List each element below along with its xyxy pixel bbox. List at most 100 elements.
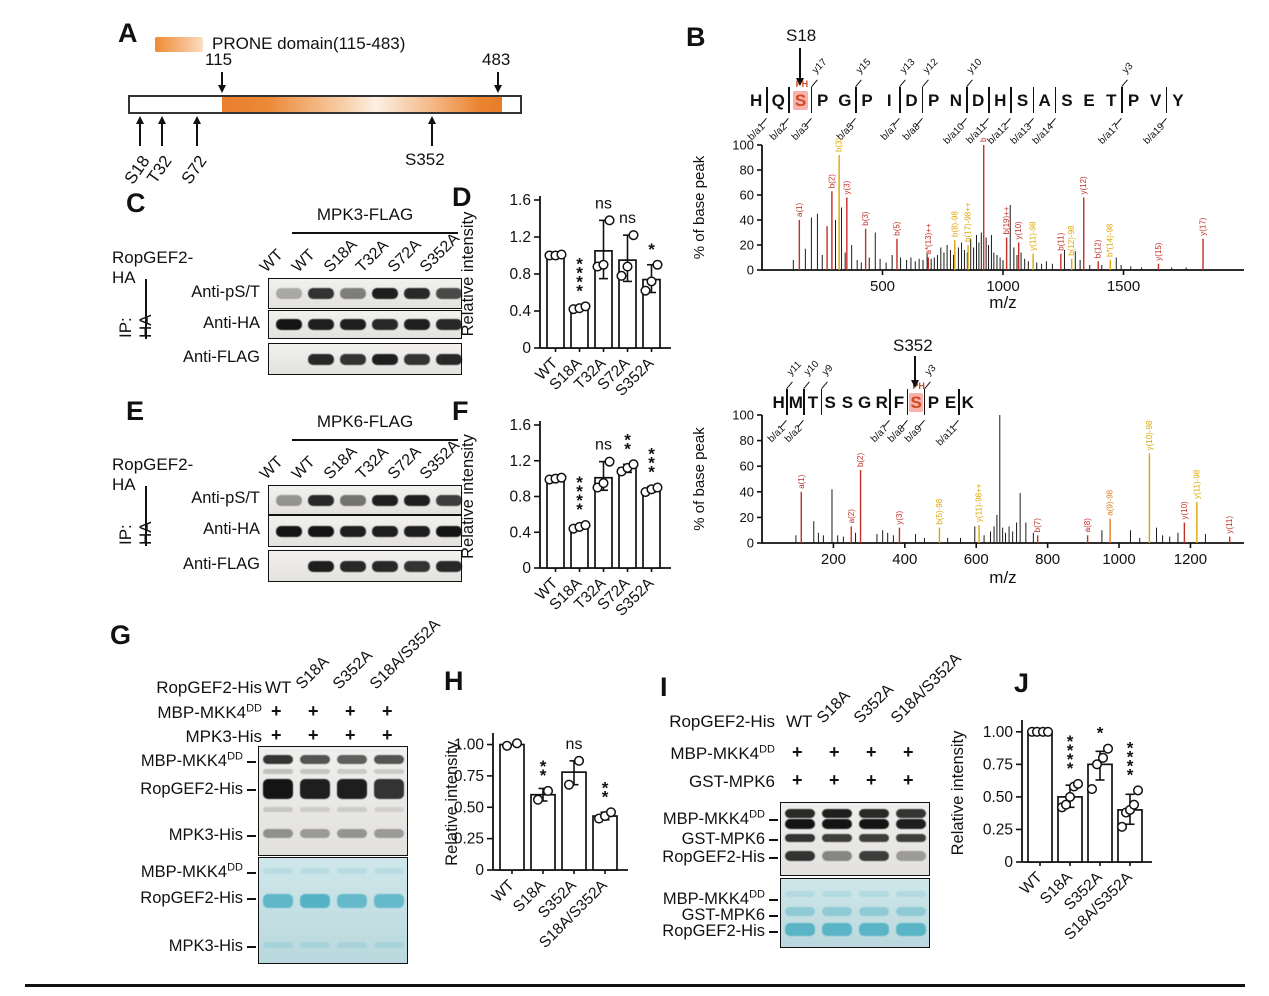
gel-band <box>336 779 367 799</box>
residue-letter: F <box>893 393 905 412</box>
ms2-spectrum-s18: 0 20 40 60 80 100 500 1000 1500 a(1) b(2) b(3)-98 y(… <box>688 138 1254 310</box>
data-point <box>1091 759 1103 770</box>
data-point <box>1128 799 1140 810</box>
residue-s-4: S <box>822 392 839 414</box>
ip-bracket-line <box>145 486 147 546</box>
residue-s-9: S <box>908 392 925 414</box>
data-point <box>652 259 663 270</box>
blot-band <box>276 494 302 506</box>
ms-peak-label: b(3)-98 <box>835 138 844 152</box>
gel-row-tick <box>769 899 778 901</box>
gel-band <box>784 819 815 829</box>
significance-star: * <box>648 445 655 464</box>
data-point <box>556 472 567 483</box>
gel-band <box>373 868 404 874</box>
blot-band <box>404 525 430 537</box>
blot-band <box>436 525 462 537</box>
specBot-svg: 0 20 40 60 80 100 200 400 600 800 1000 1200 a(1) a(2)… <box>691 408 1244 587</box>
blot-band <box>372 288 398 299</box>
blot-band <box>404 319 430 330</box>
gel-band <box>373 769 404 774</box>
gel-row-tick <box>769 839 778 841</box>
data-point <box>616 270 627 281</box>
y-tick-label: 40 <box>740 213 754 228</box>
x-tick-label: 500 <box>870 278 895 295</box>
gel-row-label: MBP-MKK4DD <box>140 861 243 881</box>
residue-e-16: E <box>1078 90 1100 112</box>
bar-chart-f: 0 0.4 0.8 1.2 1.6 WT * * * * S18A ns T32A * * S72A * * * S3… <box>450 400 685 655</box>
superscript: DD <box>227 750 243 763</box>
y-tick-label: 0.8 <box>509 489 531 506</box>
y-ion-label: y3 <box>923 362 939 378</box>
blot-band <box>372 494 398 506</box>
chartH-svg: 00.250.500.751.00WT**S18AnsS352A**S18A/S… <box>443 733 628 952</box>
ms-peak-label: b(12) <box>1094 239 1103 258</box>
y-tick-label: 0 <box>747 536 754 551</box>
ms-peak-label: a(8) <box>1083 518 1092 533</box>
bar-WT <box>1027 730 1053 863</box>
y-tick-label: 0.50 <box>454 799 485 816</box>
residue-letter: P <box>1127 91 1140 110</box>
blot-band <box>404 494 430 506</box>
residue-letter: P <box>928 91 940 110</box>
ms-peak-label: b(12)-98 <box>1067 225 1076 256</box>
residue-v-19: V <box>1145 90 1167 112</box>
gel-row-label: MPK3-His <box>168 826 243 844</box>
reagent-label: MBP-MKK4DD <box>670 743 775 763</box>
residue-letter: V <box>1150 91 1162 110</box>
panel-d-label: D <box>452 182 472 212</box>
bar-S18A <box>530 793 556 871</box>
significance-star: * <box>602 778 609 797</box>
residue-letter: H <box>994 91 1007 110</box>
residue-y-20: Y <box>1167 90 1189 112</box>
data-point <box>1086 784 1098 795</box>
significance-star: * <box>576 281 583 300</box>
gel-band <box>336 942 367 948</box>
superscript: DD <box>759 743 775 756</box>
gel-band <box>262 942 293 948</box>
y-tick-label: 0 <box>747 263 754 278</box>
residue-letter: K <box>961 393 974 412</box>
s18-pointer-arrow <box>799 48 801 80</box>
residue-p-6: P <box>856 90 878 112</box>
y-tick-label: 0.8 <box>509 266 531 283</box>
blot-band <box>404 353 430 365</box>
residue-h-1: H <box>745 90 767 112</box>
significance-star: * <box>1067 759 1074 778</box>
plus-sign: + <box>792 770 803 790</box>
y-tick-label: 1.00 <box>983 724 1014 741</box>
panel-b-label: B <box>686 22 706 52</box>
blot-band <box>308 560 334 572</box>
gel-band <box>336 755 367 764</box>
y-tick-label: 0.25 <box>983 821 1013 838</box>
bar-chart-h: 0 0.25 0.50 0.75 1.00 WT * * S18A ns S352A * * S18A/S… <box>440 662 700 992</box>
phosphosite-s352-label: S352 <box>893 336 933 355</box>
plus-sign: + <box>271 701 282 721</box>
ms-peak-label: a(9)-98 <box>1106 489 1115 515</box>
fragment-cut-line <box>1054 87 1057 113</box>
fragment-diag-tick <box>1121 79 1129 87</box>
y-ion-label: y11 <box>785 359 805 378</box>
s18-pointer-arrow <box>795 78 804 86</box>
residue-m-2: M <box>787 392 804 414</box>
blot-band <box>436 319 462 330</box>
blot-band <box>372 319 398 330</box>
gel-band <box>821 851 852 861</box>
fragment-cut-line <box>786 389 788 415</box>
residue-letter: E <box>1083 91 1095 110</box>
plus-sign: + <box>866 742 877 762</box>
residue-letter: A <box>1038 91 1051 110</box>
y-tick-label: 100 <box>732 408 754 423</box>
fragment-diag-tick <box>803 381 811 389</box>
panel-a-label: A <box>118 18 138 48</box>
gel-row-label: MBP-MKK4DD <box>662 808 765 828</box>
y-tick-label: 0 <box>522 340 531 357</box>
superscript: DD <box>246 702 262 715</box>
residue-letter: H <box>749 91 763 110</box>
y-ion-label: y9 <box>819 362 836 378</box>
gel-band <box>299 942 330 948</box>
residue-letter: S <box>824 393 836 412</box>
ms-peak-label: b(8) <box>979 138 988 142</box>
significance-star: * <box>576 491 583 510</box>
